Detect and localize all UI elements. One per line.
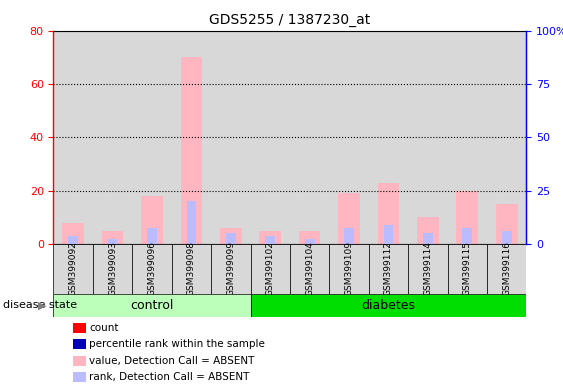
FancyBboxPatch shape [211,244,251,294]
Text: GSM399116: GSM399116 [502,241,511,296]
FancyBboxPatch shape [448,244,487,294]
Text: disease state: disease state [3,300,77,310]
Bar [344,228,354,244]
Text: GSM399115: GSM399115 [463,241,472,296]
Title: GDS5255 / 1387230_at: GDS5255 / 1387230_at [209,13,370,27]
Text: value, Detection Call = ABSENT: value, Detection Call = ABSENT [89,356,254,366]
Text: diabetes: diabetes [361,299,415,312]
Text: rank, Detection Call = ABSENT: rank, Detection Call = ABSENT [89,372,249,382]
FancyBboxPatch shape [132,244,172,294]
Text: GSM399092: GSM399092 [69,242,78,296]
FancyBboxPatch shape [408,244,448,294]
Bar [496,204,517,244]
Text: GSM399098: GSM399098 [187,241,196,296]
Text: GSM399102: GSM399102 [266,242,275,296]
Text: GSM399099: GSM399099 [226,241,235,296]
Bar [462,228,472,244]
FancyBboxPatch shape [53,244,93,294]
Bar [141,196,163,244]
FancyBboxPatch shape [251,244,290,294]
Text: percentile rank within the sample: percentile rank within the sample [89,339,265,349]
Bar [423,233,433,244]
FancyBboxPatch shape [487,244,526,294]
Text: GSM399114: GSM399114 [423,242,432,296]
FancyBboxPatch shape [290,244,329,294]
Text: GSM399096: GSM399096 [148,241,157,296]
Text: control: control [130,299,174,312]
Text: ▶: ▶ [38,300,47,310]
Bar [299,230,320,244]
Text: GSM399112: GSM399112 [384,242,393,296]
Bar [383,225,394,244]
Bar [417,217,439,244]
Bar [62,223,84,244]
FancyBboxPatch shape [251,294,526,317]
Text: count: count [89,323,118,333]
FancyBboxPatch shape [329,244,369,294]
Bar [181,57,202,244]
Bar [338,193,360,244]
Bar [186,201,196,244]
FancyBboxPatch shape [93,244,132,294]
FancyBboxPatch shape [172,244,211,294]
Bar [220,228,242,244]
Bar [305,238,315,244]
FancyBboxPatch shape [53,294,251,317]
Text: GSM399093: GSM399093 [108,241,117,296]
FancyBboxPatch shape [369,244,408,294]
Bar [265,236,275,244]
Text: GSM399104: GSM399104 [305,242,314,296]
Bar [502,230,512,244]
Bar [68,236,78,244]
Bar [147,228,157,244]
Bar [457,190,478,244]
Text: GSM399109: GSM399109 [345,241,354,296]
Bar [378,182,399,244]
Bar [102,230,123,244]
Bar [226,233,236,244]
Bar [260,230,281,244]
Bar [108,238,118,244]
